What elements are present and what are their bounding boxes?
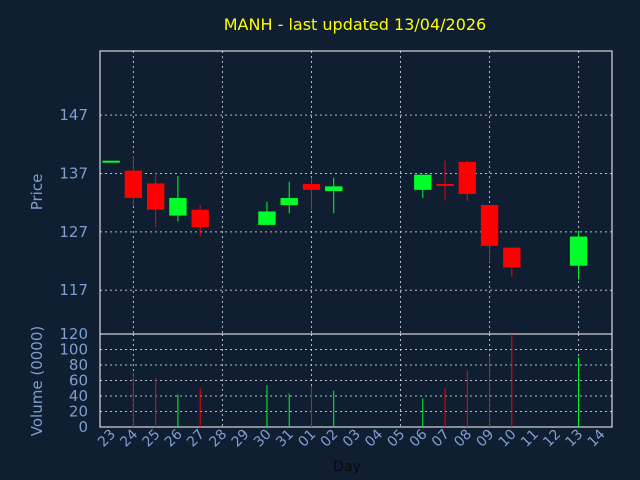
price-y-tick-label: 117 (59, 281, 88, 299)
volume-panel-frame (99, 333, 613, 428)
x-tick-label: 07 (429, 427, 453, 451)
candle-body (169, 198, 187, 216)
x-tick-label: 26 (162, 426, 186, 450)
candle-body (503, 247, 521, 268)
x-tick-label: 12 (540, 427, 564, 451)
x-tick-label: 05 (384, 427, 408, 451)
x-tick-label: 27 (184, 427, 208, 451)
price-y-tick-label: 137 (59, 165, 88, 183)
x-tick-label: 14 (585, 426, 609, 450)
candle-body (124, 170, 143, 199)
x-tick-label: 29 (229, 427, 253, 451)
x-tick-label: 13 (563, 427, 587, 451)
candle-body (146, 183, 165, 210)
x-tick-label: 02 (318, 427, 342, 451)
x-tick-label: 01 (295, 427, 319, 451)
candle-body (191, 209, 209, 228)
volume-y-tick-label: 80 (69, 356, 88, 374)
x-tick-label: 04 (362, 426, 386, 450)
volume-bars (132, 334, 580, 427)
x-tick-label: 06 (407, 426, 431, 450)
candle-body (436, 184, 454, 187)
x-tick-label: 24 (117, 426, 141, 450)
candle-body (480, 205, 499, 246)
x-tick-label: 03 (340, 427, 364, 451)
price-axis-label: Price (28, 174, 46, 211)
x-tick-label: 30 (251, 427, 275, 451)
candle-body (569, 236, 588, 266)
x-tick-label: 11 (518, 427, 542, 451)
volume-y-tick-label: 0 (78, 418, 88, 436)
x-axis-ticks: 2324252627282930310102030405060708091011… (95, 426, 609, 450)
chart-title: MANH - last updated 13/04/2026 (224, 15, 486, 34)
candle-body (258, 211, 276, 225)
x-tick-label: 28 (206, 427, 230, 451)
volume-y-tick-label: 120 (59, 325, 88, 343)
candle-body (458, 161, 476, 194)
price-y-ticks: 117 127 137 147 (59, 106, 88, 299)
x-tick-label: 08 (451, 427, 475, 451)
price-candles (102, 156, 588, 280)
volume-y-tick-label: 20 (69, 403, 88, 421)
price-y-tick-label: 147 (59, 106, 88, 124)
volume-y-tick-label: 100 (59, 341, 88, 359)
x-tick-label: 09 (473, 427, 497, 451)
price-y-tick-label: 127 (59, 223, 88, 241)
volume-y-tick-label: 40 (69, 387, 88, 405)
x-tick-label: 23 (95, 427, 119, 451)
candle-body (325, 186, 343, 192)
price-grid (100, 51, 612, 334)
candle-body (102, 160, 120, 163)
x-tick-label: 31 (273, 427, 297, 451)
candle-body (414, 174, 432, 190)
volume-axis-label: Volume (0000) (28, 326, 46, 436)
volume-y-tick-label: 60 (69, 372, 88, 390)
candle-body (280, 198, 298, 206)
price-panel-frame (99, 50, 613, 335)
x-axis-label: Day (333, 459, 361, 475)
x-tick-label: 10 (496, 427, 520, 451)
candle-body (302, 184, 321, 190)
volume-grid (100, 334, 612, 427)
x-tick-label: 25 (140, 427, 164, 451)
